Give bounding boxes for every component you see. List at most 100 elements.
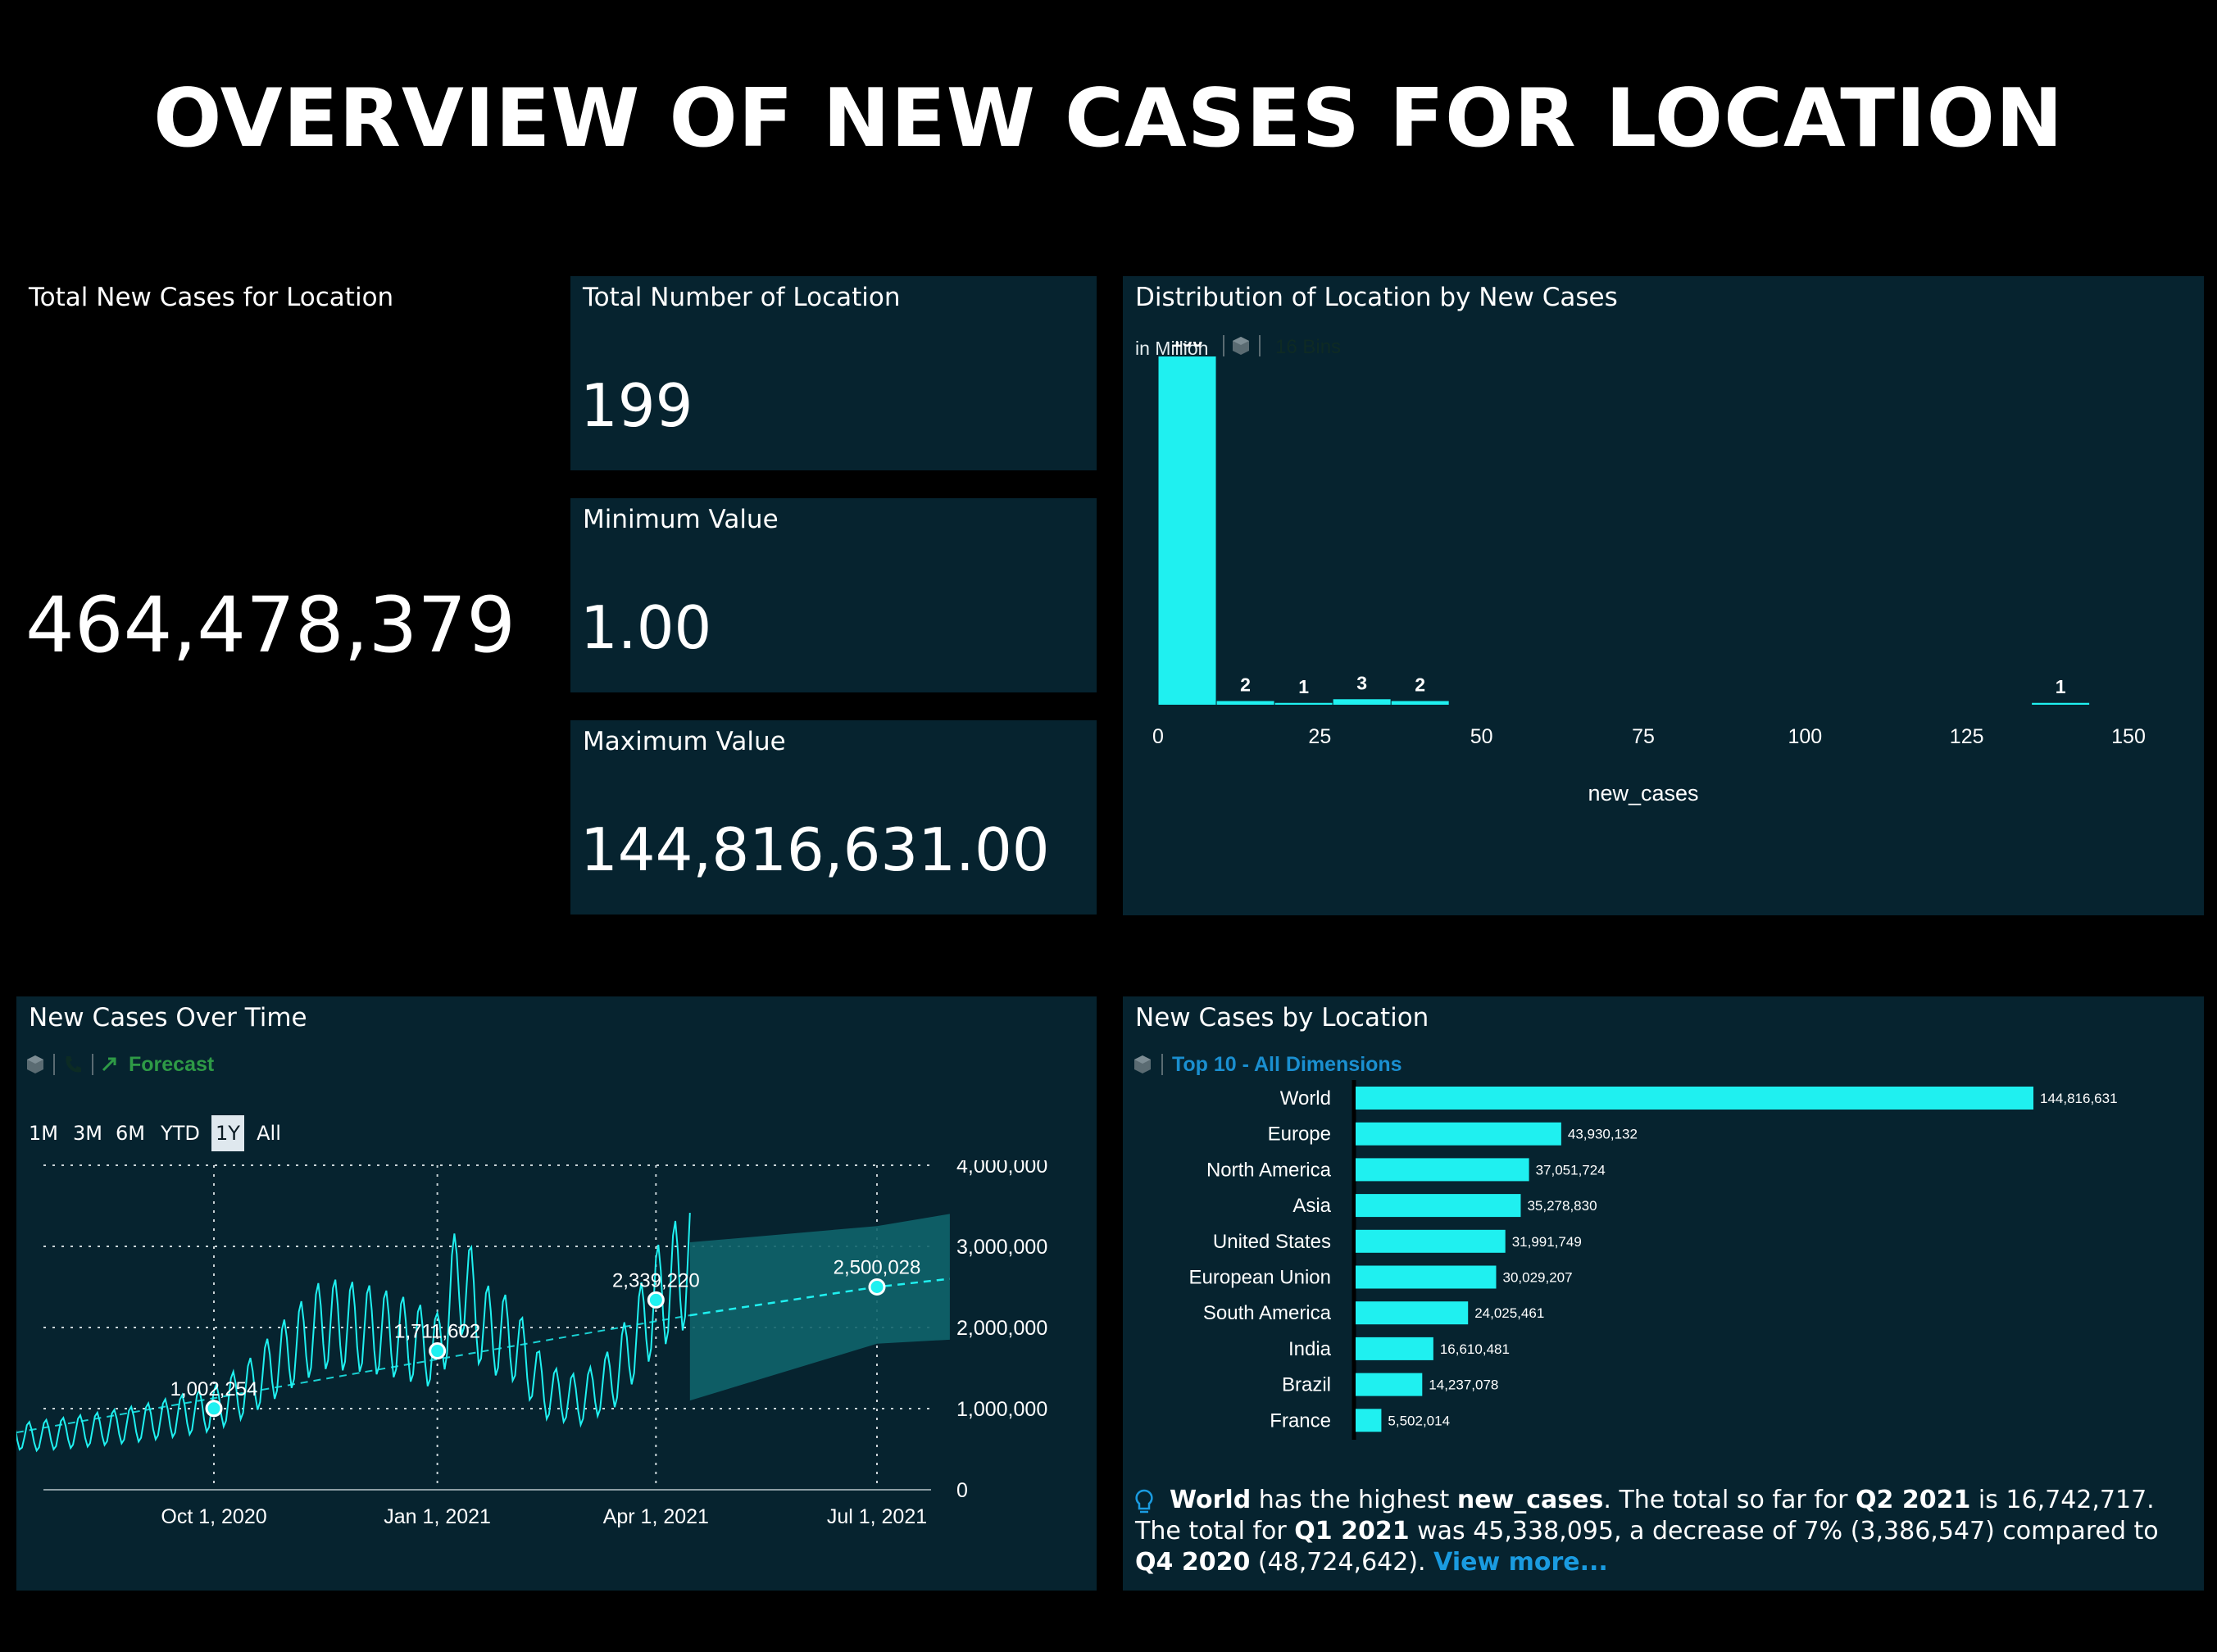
bar-value-label: 35,278,830	[1527, 1198, 1597, 1214]
histogram-panel[interactable]: Distribution of Location by New Cases in…	[1123, 276, 2204, 915]
bar	[1356, 1373, 1423, 1396]
trend-line	[16, 1314, 690, 1434]
kpi-total-locations-title: Total Number of Location	[583, 283, 901, 312]
bar	[1356, 1337, 1433, 1360]
insight-q2: Q2 2021	[1856, 1486, 1971, 1514]
forecast-label[interactable]: Forecast	[129, 1053, 215, 1076]
bar-value-label: 144,816,631	[2040, 1091, 2118, 1106]
bar-value-label: 16,610,481	[1440, 1341, 1510, 1357]
bar	[1356, 1301, 1469, 1325]
histogram-bar-label: 2	[1415, 674, 1425, 696]
separator	[1223, 335, 1224, 356]
view-more-link[interactable]: View more...	[1433, 1548, 1608, 1577]
insight-q4: Q4 2020	[1135, 1548, 1251, 1577]
range-1y-button[interactable]: 1Y	[211, 1115, 244, 1151]
cube-icon[interactable]	[25, 1054, 46, 1079]
bar-category-label: South America	[1203, 1302, 1332, 1324]
timeseries-line	[16, 1213, 691, 1453]
timeseries-x-tick: Jan 1, 2021	[384, 1505, 491, 1528]
bar-value-label: 24,025,461	[1474, 1305, 1544, 1321]
histogram-x-tick: 25	[1308, 725, 1331, 748]
timeseries-point-label: 1,711,602	[394, 1321, 480, 1343]
bar	[1356, 1194, 1521, 1218]
range-3m-button[interactable]: 3M	[73, 1122, 102, 1145]
timeseries-y-tick: 1,000,000	[956, 1398, 1047, 1421]
insight-text-part: . The total so far for	[1603, 1486, 1856, 1514]
histogram-title: Distribution of Location by New Cases	[1135, 283, 1618, 312]
timeseries-title: New Cases Over Time	[29, 1003, 307, 1032]
range-1m-button[interactable]: 1M	[29, 1122, 58, 1145]
cube-icon[interactable]	[1230, 335, 1252, 361]
bar	[1356, 1122, 1561, 1146]
separator	[92, 1054, 93, 1075]
histogram-bar	[1391, 701, 1449, 705]
histogram-bar	[1216, 701, 1274, 705]
kpi-maximum-value: 144,816,631.00	[580, 815, 1050, 884]
timeseries-point	[429, 1342, 447, 1360]
timeseries-point	[647, 1291, 665, 1309]
bar	[1356, 1229, 1506, 1253]
kpi-maximum[interactable]: Maximum Value 144,816,631.00	[570, 720, 1097, 914]
histogram-bar-label: 1	[2056, 676, 2066, 697]
bar-chart-panel[interactable]: New Cases by Location Top 10 - All Dimen…	[1123, 996, 2204, 1591]
bar-category-label: United States	[1213, 1231, 1331, 1253]
kpi-total-new-cases[interactable]: Total New Cases for Location 464,478,379	[16, 276, 557, 915]
histogram-x-tick: 75	[1632, 725, 1655, 748]
timeseries-panel[interactable]: New Cases Over Time Forecast 0 1,000,000 2…	[16, 996, 1097, 1591]
kpi-total-new-cases-title: Total New Cases for Location	[29, 283, 394, 312]
bar-category-label: North America	[1206, 1159, 1332, 1181]
page-title: OVERVIEW OF NEW CASES FOR LOCATION	[153, 72, 2064, 166]
insight-text-part: was 45,338,095, a decrease of 7% (3,386,…	[1409, 1517, 2159, 1545]
histogram-x-axis-label: new_cases	[1588, 781, 1698, 806]
phone-icon[interactable]	[62, 1054, 84, 1079]
insight-text-part: has the highest	[1251, 1486, 1457, 1514]
bar	[1356, 1409, 1382, 1432]
insight-text: World has the highest new_cases. The tot…	[1135, 1485, 2201, 1578]
kpi-total-locations[interactable]: Total Number of Location 199	[570, 276, 1097, 470]
separator	[1259, 335, 1261, 356]
histogram-bar	[1333, 699, 1391, 705]
histogram-bar-label: 190	[1171, 342, 1202, 351]
timeseries-chart[interactable]: 0 1,000,000 2,000,000 3,000,000 4,000,000 Oct…	[16, 1160, 1097, 1652]
cube-icon[interactable]	[1132, 1054, 1153, 1079]
insight-text-part: is 16,742,717. The total for	[1135, 1486, 2155, 1545]
bar-value-label: 14,237,078	[1429, 1377, 1498, 1393]
histogram-x-tick: 125	[1950, 725, 1984, 748]
bar-value-label: 30,029,207	[1502, 1270, 1572, 1286]
bar-category-label: France	[1270, 1409, 1331, 1432]
bar-value-label: 31,991,749	[1512, 1234, 1582, 1250]
bar-chart-filter-label[interactable]: Top 10 - All Dimensions	[1172, 1053, 1402, 1076]
kpi-minimum-value: 1.00	[580, 593, 712, 662]
bar-category-label: Asia	[1292, 1195, 1331, 1217]
timeseries-point	[205, 1400, 223, 1418]
timeseries-x-tick: Jul 1, 2021	[827, 1505, 927, 1528]
range-6m-button[interactable]: 6M	[116, 1122, 145, 1145]
timeseries-point-label: 2,500,028	[834, 1256, 921, 1278]
histogram-unit-label: in Million	[1135, 338, 1209, 359]
range-ytd-button[interactable]: YTD	[161, 1122, 200, 1145]
timeseries-point	[868, 1278, 886, 1296]
histogram-x-tick: 150	[2111, 725, 2146, 748]
histogram-bar-label: 2	[1240, 674, 1251, 696]
insight-q1: Q1 2021	[1294, 1517, 1410, 1545]
bar-category-label: World	[1280, 1087, 1331, 1110]
kpi-maximum-title: Maximum Value	[583, 727, 786, 756]
kpi-total-locations-value: 199	[580, 371, 693, 440]
histogram-bar	[1158, 356, 1216, 705]
timeseries-y-tick: 4,000,000	[956, 1160, 1047, 1178]
kpi-total-new-cases-value: 464,478,379	[25, 581, 516, 670]
timeseries-point-label: 2,339,220	[612, 1269, 700, 1291]
histogram-chart[interactable]: 190 2 1 3 2 1 0 25 50 75 100 125 150 new_cases	[1123, 342, 2204, 915]
timeseries-point-label: 1,002,254	[170, 1378, 258, 1400]
histogram-bins-label[interactable]: 16 Bins	[1275, 336, 1342, 358]
bar	[1356, 1087, 2033, 1110]
histogram-x-tick: 100	[1788, 725, 1822, 748]
bar-value-label: 37,051,724	[1536, 1162, 1606, 1178]
insight-world: World	[1170, 1486, 1252, 1514]
kpi-minimum[interactable]: Minimum Value 1.00	[570, 498, 1097, 692]
trend-arrow-icon[interactable]	[100, 1054, 120, 1079]
bar-chart[interactable]: World 144,816,631 Europe 43,930,132 North Am…	[1123, 1078, 2204, 1464]
range-all-button[interactable]: All	[257, 1122, 281, 1145]
bar-category-label: Brazil	[1282, 1374, 1331, 1396]
bar-chart-title: New Cases by Location	[1135, 1003, 1429, 1032]
